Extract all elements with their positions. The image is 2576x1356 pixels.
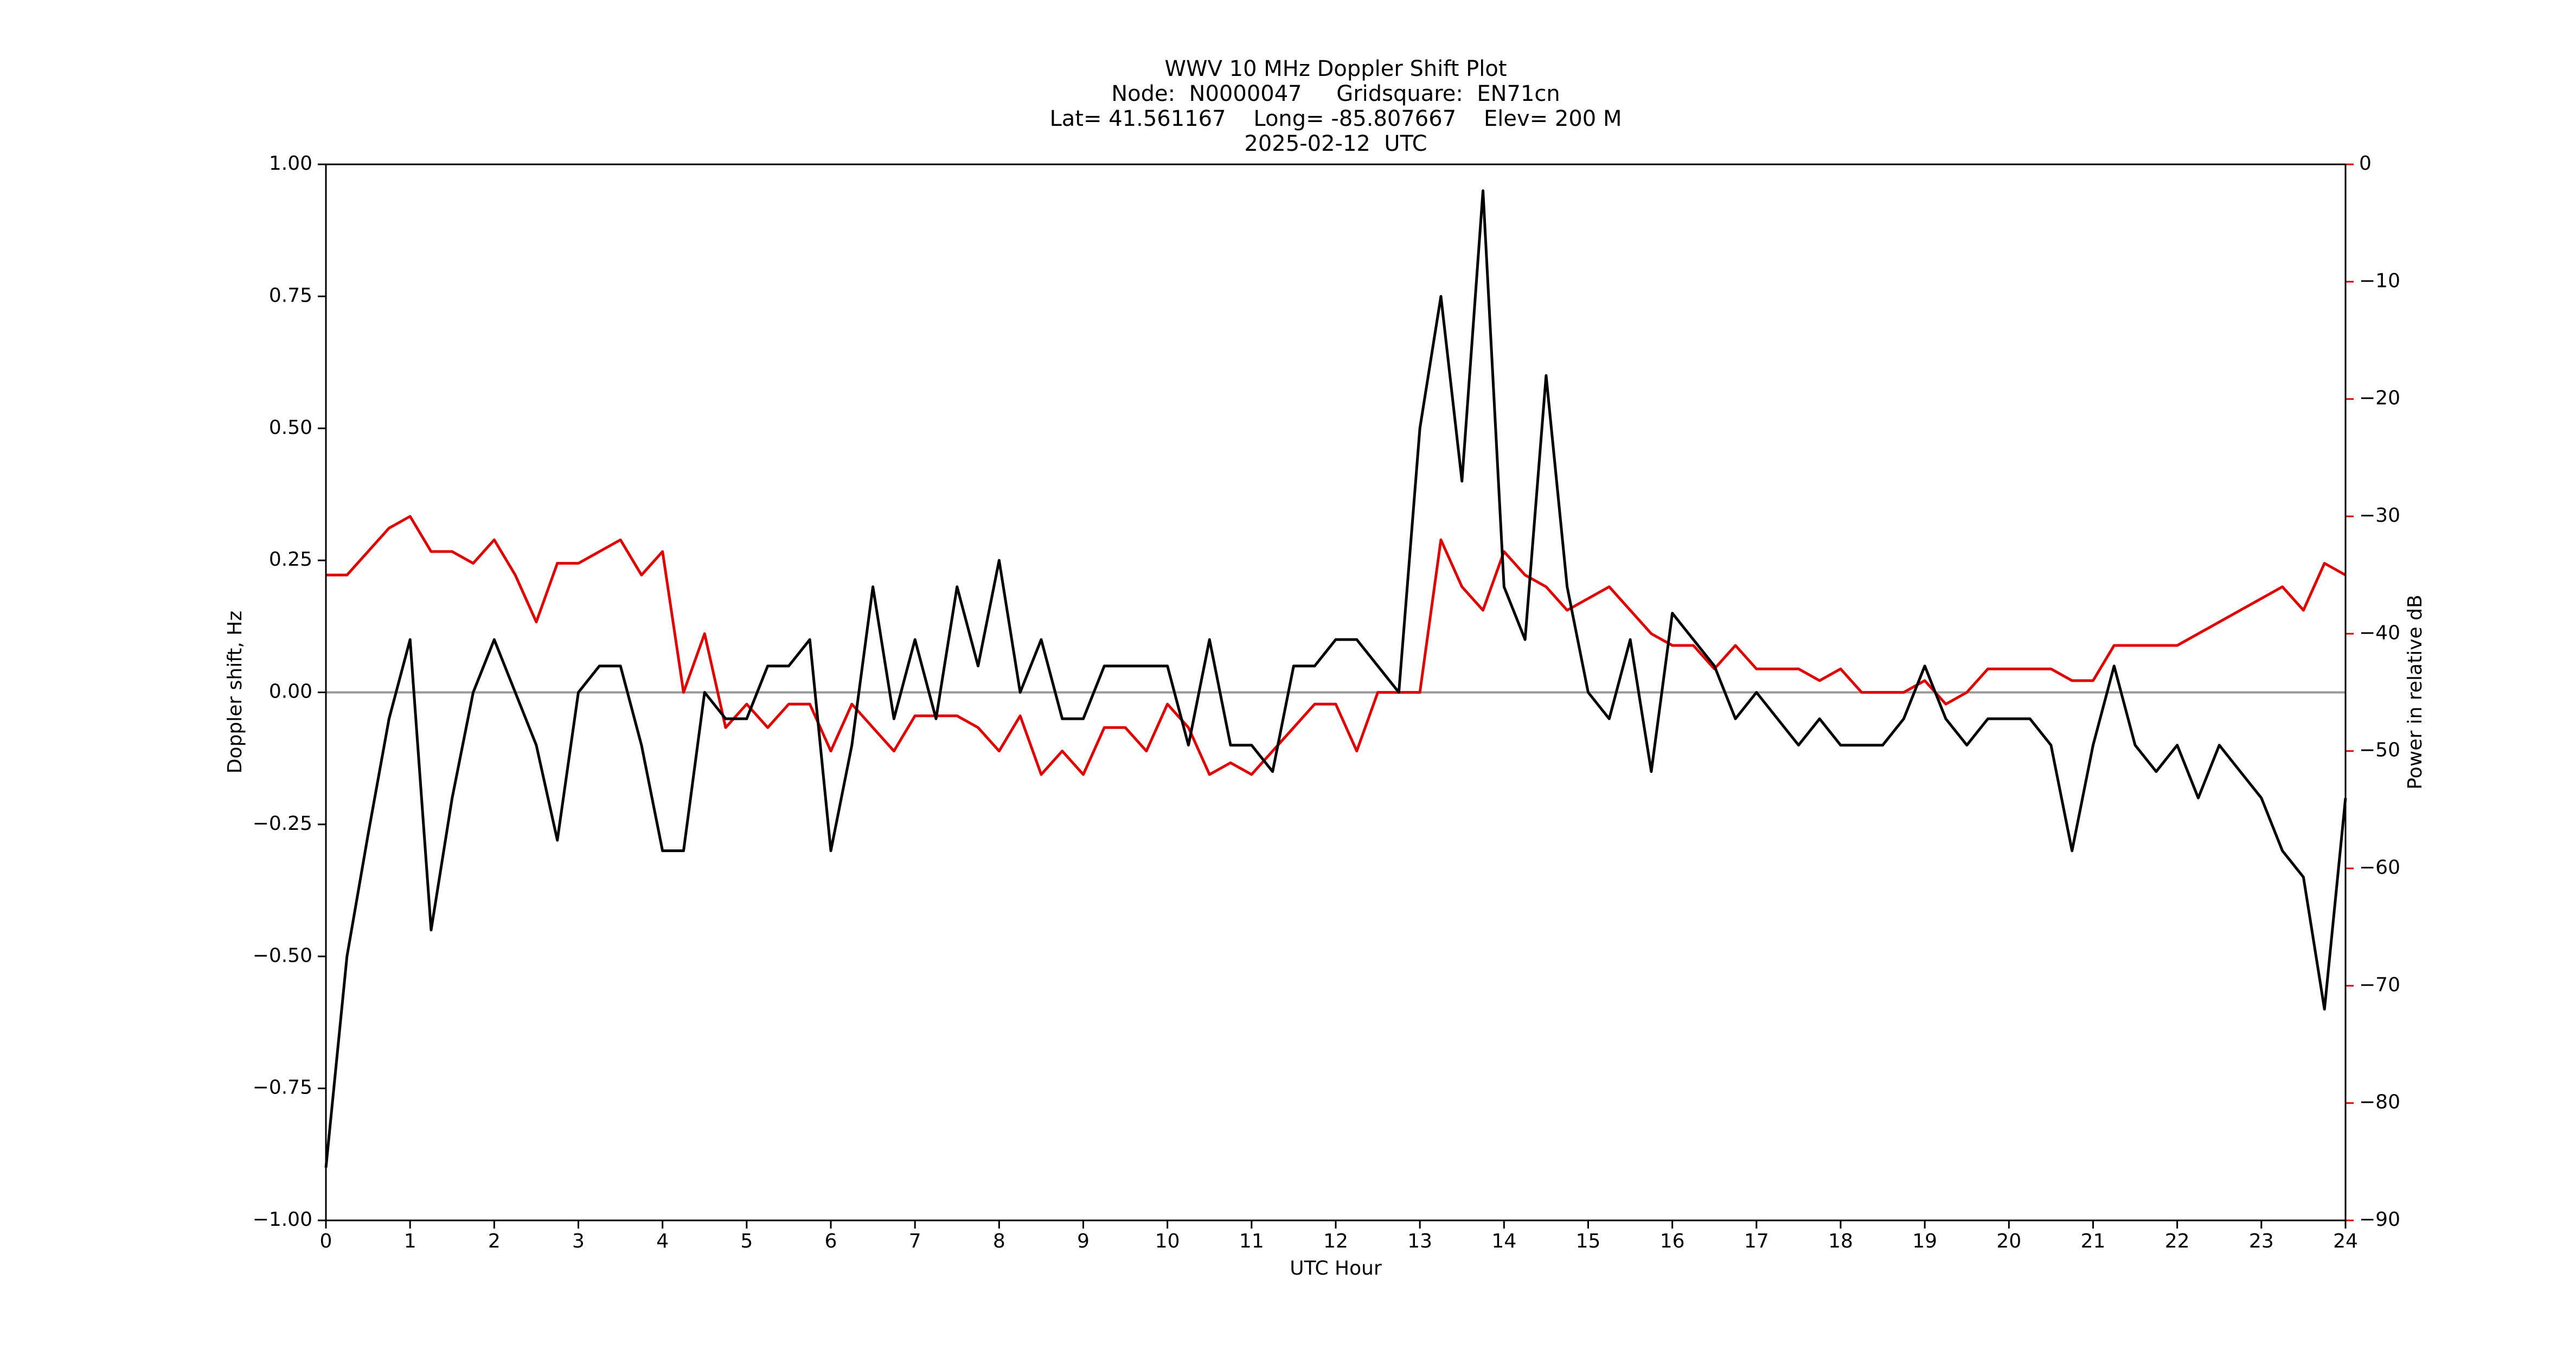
y2-tick-label: −60 bbox=[2359, 856, 2400, 879]
x-tick-label: 9 bbox=[1077, 1230, 1090, 1252]
x-tick-label: 19 bbox=[1912, 1230, 1937, 1252]
x-tick-label: 16 bbox=[1660, 1230, 1685, 1252]
x-tick-label: 8 bbox=[993, 1230, 1005, 1252]
x-tick-label: 20 bbox=[1996, 1230, 2021, 1252]
x-tick-label: 7 bbox=[909, 1230, 921, 1252]
y-tick-label: 1.00 bbox=[269, 152, 312, 175]
x-tick-label: 23 bbox=[2249, 1230, 2274, 1252]
x-tick-label: 13 bbox=[1407, 1230, 1432, 1252]
plot-frame bbox=[325, 163, 2347, 1221]
y-tick-label: −0.50 bbox=[253, 944, 312, 967]
chart-subtitle: Node: N0000047 Gridsquare: EN71cn bbox=[1111, 81, 1560, 106]
x-axis-label: UTC Hour bbox=[1290, 1257, 1382, 1280]
chart-subtitle: Lat= 41.561167 Long= -85.807667 Elev= 20… bbox=[1050, 106, 1622, 131]
y2-tick-label: −50 bbox=[2359, 739, 2400, 762]
chart-subtitle: 2025-02-12 UTC bbox=[1244, 131, 1427, 156]
x-tick-label: 18 bbox=[1828, 1230, 1853, 1252]
y2-tick-label: −70 bbox=[2359, 974, 2400, 996]
series-line bbox=[326, 515, 2347, 776]
x-tick-label: 11 bbox=[1239, 1230, 1264, 1252]
x-tick-label: 1 bbox=[404, 1230, 416, 1252]
x-tick-label: 12 bbox=[1323, 1230, 1348, 1252]
y-tick-label: −0.75 bbox=[253, 1077, 312, 1099]
y2-axis-label: Power in relative dB bbox=[2404, 594, 2426, 789]
x-tick-label: 2 bbox=[488, 1230, 501, 1252]
x-tick-label: 0 bbox=[320, 1230, 332, 1252]
x-tick-label: 14 bbox=[1491, 1230, 1516, 1252]
x-tick-label: 24 bbox=[2333, 1230, 2358, 1252]
x-tick-label: 6 bbox=[825, 1230, 837, 1252]
chart-title: WWV 10 MHz Doppler Shift Plot bbox=[1164, 56, 1507, 81]
y-tick-label: 0.00 bbox=[269, 681, 312, 703]
y-tick-label: −1.00 bbox=[253, 1208, 312, 1231]
x-tick-label: 15 bbox=[1576, 1230, 1601, 1252]
y2-tick-label: 0 bbox=[2359, 152, 2372, 175]
y-tick-label: 0.25 bbox=[269, 548, 312, 571]
y2-tick-label: −30 bbox=[2359, 504, 2400, 527]
x-tick-label: 4 bbox=[656, 1230, 669, 1252]
x-tick-label: 3 bbox=[572, 1230, 585, 1252]
y-tick-label: −0.25 bbox=[253, 813, 312, 835]
x-tick-label: 17 bbox=[1744, 1230, 1769, 1252]
y-tick-label: 0.50 bbox=[269, 417, 312, 439]
y2-tick-label: −40 bbox=[2359, 622, 2400, 644]
y2-tick-label: −10 bbox=[2359, 270, 2400, 292]
x-tick-label: 21 bbox=[2081, 1230, 2106, 1252]
series-line bbox=[324, 189, 2347, 1168]
y-axis-label: Doppler shift, Hz bbox=[224, 611, 246, 773]
y2-tick-label: −90 bbox=[2359, 1208, 2400, 1231]
x-tick-label: 10 bbox=[1155, 1230, 1180, 1252]
x-tick-label: 22 bbox=[2165, 1230, 2190, 1252]
y2-tick-label: −80 bbox=[2359, 1091, 2400, 1114]
x-tick-label: 5 bbox=[740, 1230, 753, 1252]
y2-tick-label: −20 bbox=[2359, 387, 2400, 410]
y-tick-label: 0.75 bbox=[269, 284, 312, 306]
